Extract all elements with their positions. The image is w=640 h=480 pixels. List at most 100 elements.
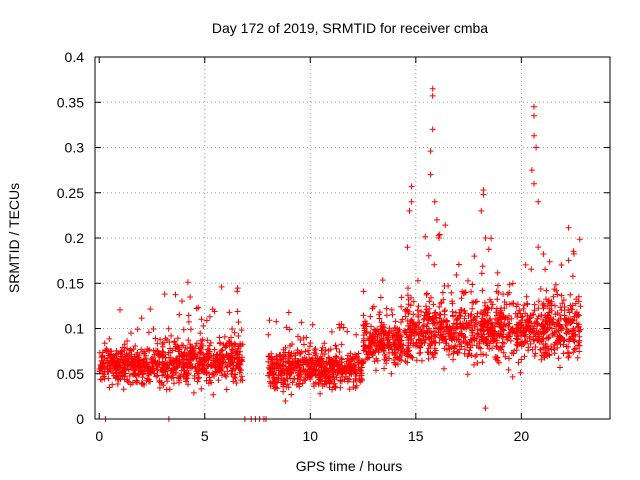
data-point bbox=[571, 317, 577, 323]
data-point bbox=[187, 326, 194, 333]
data-point bbox=[427, 148, 434, 155]
data-point bbox=[164, 372, 171, 378]
data-point bbox=[298, 319, 305, 326]
data-point bbox=[193, 340, 200, 347]
data-point bbox=[392, 318, 399, 325]
data-point bbox=[309, 321, 316, 328]
data-point bbox=[502, 353, 509, 360]
data-point bbox=[472, 322, 478, 328]
data-point bbox=[336, 358, 343, 365]
data-point bbox=[533, 144, 540, 151]
data-point bbox=[569, 273, 576, 280]
data-point bbox=[322, 377, 329, 384]
data-point bbox=[286, 364, 293, 371]
data-point bbox=[353, 331, 360, 338]
data-point bbox=[442, 336, 449, 343]
data-point bbox=[540, 251, 547, 257]
data-point bbox=[485, 246, 492, 253]
data-points bbox=[96, 85, 584, 422]
data-point bbox=[175, 375, 182, 382]
data-point bbox=[197, 346, 204, 353]
data-point bbox=[542, 341, 549, 347]
data-point bbox=[479, 315, 486, 322]
data-point bbox=[542, 349, 549, 356]
data-point bbox=[209, 306, 216, 313]
data-point bbox=[398, 319, 404, 326]
data-point bbox=[565, 257, 572, 264]
gridlines bbox=[95, 57, 610, 419]
data-point bbox=[201, 354, 208, 361]
data-point bbox=[486, 345, 493, 352]
data-point bbox=[147, 306, 154, 313]
y-tick-label: 0.05 bbox=[57, 366, 84, 382]
data-point bbox=[346, 376, 353, 383]
data-point bbox=[557, 312, 563, 318]
data-point bbox=[505, 333, 512, 340]
data-point bbox=[189, 344, 196, 351]
data-point bbox=[478, 309, 484, 316]
data-point bbox=[531, 301, 538, 308]
data-point bbox=[471, 253, 478, 260]
data-point bbox=[505, 366, 512, 373]
data-point bbox=[232, 365, 239, 372]
data-point bbox=[543, 287, 550, 294]
data-point bbox=[187, 341, 193, 348]
data-point bbox=[195, 366, 202, 373]
data-point bbox=[279, 369, 286, 376]
data-point bbox=[493, 305, 500, 312]
data-point bbox=[106, 384, 113, 391]
data-point bbox=[471, 335, 477, 342]
data-point bbox=[172, 355, 179, 362]
data-point bbox=[291, 355, 298, 362]
data-point bbox=[280, 346, 287, 353]
data-point bbox=[211, 346, 218, 353]
data-point bbox=[561, 337, 568, 344]
data-point bbox=[425, 334, 432, 341]
data-point bbox=[412, 323, 419, 330]
data-point bbox=[360, 312, 367, 319]
data-point bbox=[425, 252, 432, 259]
data-point bbox=[565, 306, 572, 313]
data-point bbox=[570, 349, 577, 356]
data-point bbox=[376, 339, 383, 346]
data-point bbox=[267, 380, 274, 387]
data-point bbox=[138, 346, 145, 353]
data-point bbox=[333, 374, 340, 381]
data-point bbox=[474, 330, 481, 337]
data-point bbox=[572, 331, 579, 338]
data-point bbox=[286, 326, 293, 333]
data-point bbox=[404, 359, 411, 366]
data-point bbox=[476, 338, 483, 345]
data-point bbox=[531, 307, 538, 314]
data-point bbox=[171, 380, 177, 387]
data-point bbox=[425, 355, 432, 362]
data-point bbox=[185, 318, 192, 325]
data-point bbox=[416, 319, 423, 326]
data-point bbox=[180, 326, 187, 333]
data-point bbox=[316, 371, 323, 378]
data-point bbox=[535, 244, 542, 251]
data-point bbox=[426, 335, 433, 342]
data-point bbox=[494, 296, 501, 303]
data-point bbox=[206, 313, 213, 320]
data-point bbox=[514, 336, 521, 343]
data-point bbox=[328, 360, 335, 367]
data-point bbox=[206, 342, 213, 349]
data-point bbox=[443, 324, 450, 331]
data-point bbox=[577, 303, 584, 310]
data-point bbox=[535, 313, 542, 320]
data-point bbox=[142, 352, 149, 359]
data-point bbox=[134, 326, 141, 333]
data-point bbox=[441, 328, 448, 335]
data-point bbox=[219, 347, 226, 353]
data-point bbox=[308, 371, 315, 378]
data-point bbox=[200, 323, 207, 329]
data-point bbox=[532, 344, 539, 350]
data-point bbox=[504, 291, 511, 298]
data-point bbox=[509, 280, 516, 287]
data-point bbox=[546, 351, 553, 358]
data-point bbox=[150, 365, 157, 372]
chart-title: Day 172 of 2019, SRMTID for receiver cmb… bbox=[212, 20, 488, 36]
data-point bbox=[159, 367, 166, 374]
data-point bbox=[565, 343, 572, 350]
